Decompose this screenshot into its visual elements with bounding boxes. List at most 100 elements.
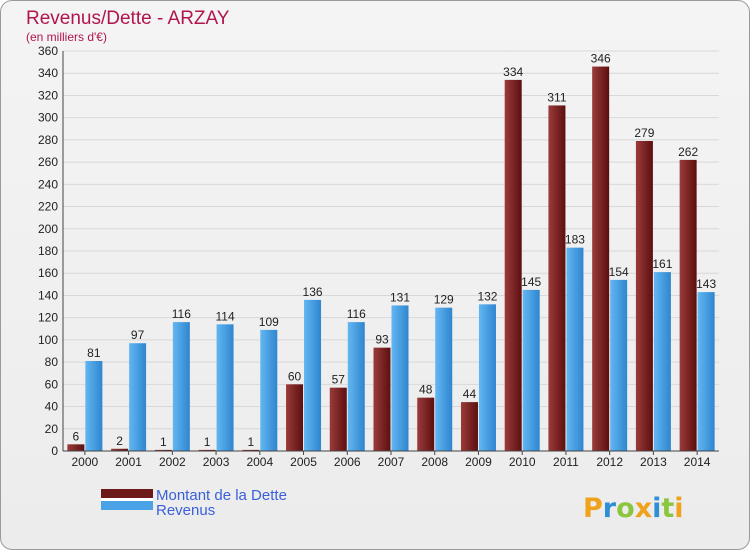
x-tick-label: 2000 xyxy=(72,455,99,469)
bar-revenus xyxy=(435,307,453,451)
logo-letter: i xyxy=(652,493,661,524)
bar-revenus xyxy=(653,272,671,451)
logo-letter: r xyxy=(603,493,617,524)
bar-revenus xyxy=(172,322,190,451)
proxiti-logo: Proxiti xyxy=(583,493,684,524)
logo-letter: t xyxy=(661,493,674,524)
value-label-revenus: 154 xyxy=(609,265,629,279)
value-label-revenus: 129 xyxy=(434,293,454,307)
grid-lines xyxy=(63,50,719,452)
bar-dette xyxy=(548,105,566,451)
bar-dette xyxy=(154,449,172,451)
y-tick-label: 300 xyxy=(38,111,58,125)
value-label-dette: 57 xyxy=(332,373,346,387)
x-tick-label: 2010 xyxy=(509,455,536,469)
logo-letter: P xyxy=(583,493,603,524)
value-label-dette: 60 xyxy=(288,369,302,383)
bar-dette xyxy=(417,397,435,451)
chart-subtitle: (en milliers d'€) xyxy=(26,30,107,44)
bar-dette xyxy=(592,66,610,452)
bars: 6812971116111411096013657116931314812944… xyxy=(67,52,716,452)
logo-letter: o xyxy=(616,493,635,524)
legend-label-dette: Montant de la Dette xyxy=(156,487,287,504)
bar-revenus xyxy=(347,322,365,451)
bar-revenus xyxy=(478,304,496,451)
value-label-dette: 1 xyxy=(204,435,211,449)
y-tick-label: 20 xyxy=(45,422,59,436)
x-tick-label: 2014 xyxy=(684,455,711,469)
x-tick-label: 2012 xyxy=(596,455,623,469)
y-tick-label: 200 xyxy=(38,222,58,236)
y-axis-ticks: 0 20 40 60 80 100 120 140 160 180 200 220 240 260 280 3… xyxy=(38,44,58,458)
x-tick-label: 2006 xyxy=(334,455,361,469)
y-tick-label: 160 xyxy=(38,266,58,280)
value-label-revenus: 81 xyxy=(87,346,101,360)
y-tick-label: 220 xyxy=(38,200,58,214)
y-tick-label: 180 xyxy=(38,244,58,258)
x-tick-label: 2001 xyxy=(115,455,142,469)
bar-revenus xyxy=(566,247,584,451)
bar-dette xyxy=(67,444,85,451)
x-tick-label: 2008 xyxy=(421,455,448,469)
y-tick-label: 260 xyxy=(38,155,58,169)
bar-dette xyxy=(460,402,478,451)
legend-swatch-separator xyxy=(101,498,153,501)
x-axis-ticks: 2000 2001 2002 2003 2004 2005 2006 2007 2008 2009… xyxy=(72,451,711,469)
y-tick-label: 40 xyxy=(45,400,59,414)
y-tick-label: 140 xyxy=(38,288,58,302)
bar-dette xyxy=(198,449,216,451)
value-label-revenus: 116 xyxy=(347,307,366,321)
y-tick-label: 340 xyxy=(38,66,58,80)
value-label-dette: 2 xyxy=(116,434,123,448)
value-label-dette: 48 xyxy=(419,383,433,397)
bar-dette xyxy=(373,347,391,451)
value-label-dette: 262 xyxy=(678,145,698,159)
y-tick-label: 80 xyxy=(45,355,59,369)
y-tick-label: 320 xyxy=(38,88,58,102)
value-label-revenus: 97 xyxy=(131,328,145,342)
y-tick-label: 280 xyxy=(38,133,58,147)
bar-dette xyxy=(504,79,522,451)
bar-revenus xyxy=(216,324,234,451)
value-label-revenus: 132 xyxy=(477,289,497,303)
y-tick-label: 0 xyxy=(51,444,58,458)
bar-dette xyxy=(635,141,653,451)
bar-revenus xyxy=(260,329,278,451)
x-tick-label: 2005 xyxy=(290,455,317,469)
legend-label-revenus: Revenus xyxy=(156,502,215,519)
bar-revenus xyxy=(522,289,540,451)
value-label-dette: 311 xyxy=(547,90,566,104)
value-label-revenus: 183 xyxy=(565,233,585,247)
value-label-dette: 279 xyxy=(634,126,654,140)
chart-title: Revenus/Dette - ARZAY xyxy=(26,8,230,29)
value-label-dette: 1 xyxy=(160,435,167,449)
bar-revenus xyxy=(304,299,322,451)
value-label-revenus: 143 xyxy=(696,277,716,291)
x-tick-label: 2002 xyxy=(159,455,186,469)
x-tick-label: 2013 xyxy=(640,455,667,469)
y-tick-label: 240 xyxy=(38,177,58,191)
value-label-revenus: 161 xyxy=(652,257,672,271)
x-tick-label: 2004 xyxy=(246,455,273,469)
value-label-dette: 1 xyxy=(247,435,254,449)
value-label-dette: 44 xyxy=(463,387,477,401)
value-label-dette: 93 xyxy=(375,333,389,347)
y-tick-label: 360 xyxy=(38,44,58,58)
legend: Montant de la Dette Revenus xyxy=(101,487,287,519)
x-tick-label: 2007 xyxy=(378,455,405,469)
bar-dette xyxy=(679,159,697,451)
x-tick-label: 2009 xyxy=(465,455,492,469)
y-tick-label: 100 xyxy=(38,333,58,347)
value-label-revenus: 109 xyxy=(259,315,279,329)
bar-revenus xyxy=(391,305,409,451)
value-label-dette: 334 xyxy=(503,65,523,79)
value-label-revenus: 136 xyxy=(303,285,323,299)
x-tick-label: 2011 xyxy=(553,455,579,469)
logo-letter: x xyxy=(635,493,652,524)
logo-letter: i xyxy=(674,493,683,524)
value-label-revenus: 145 xyxy=(521,275,541,289)
bar-revenus xyxy=(610,279,628,451)
bar-dette xyxy=(329,387,347,451)
bar-revenus xyxy=(129,343,147,451)
